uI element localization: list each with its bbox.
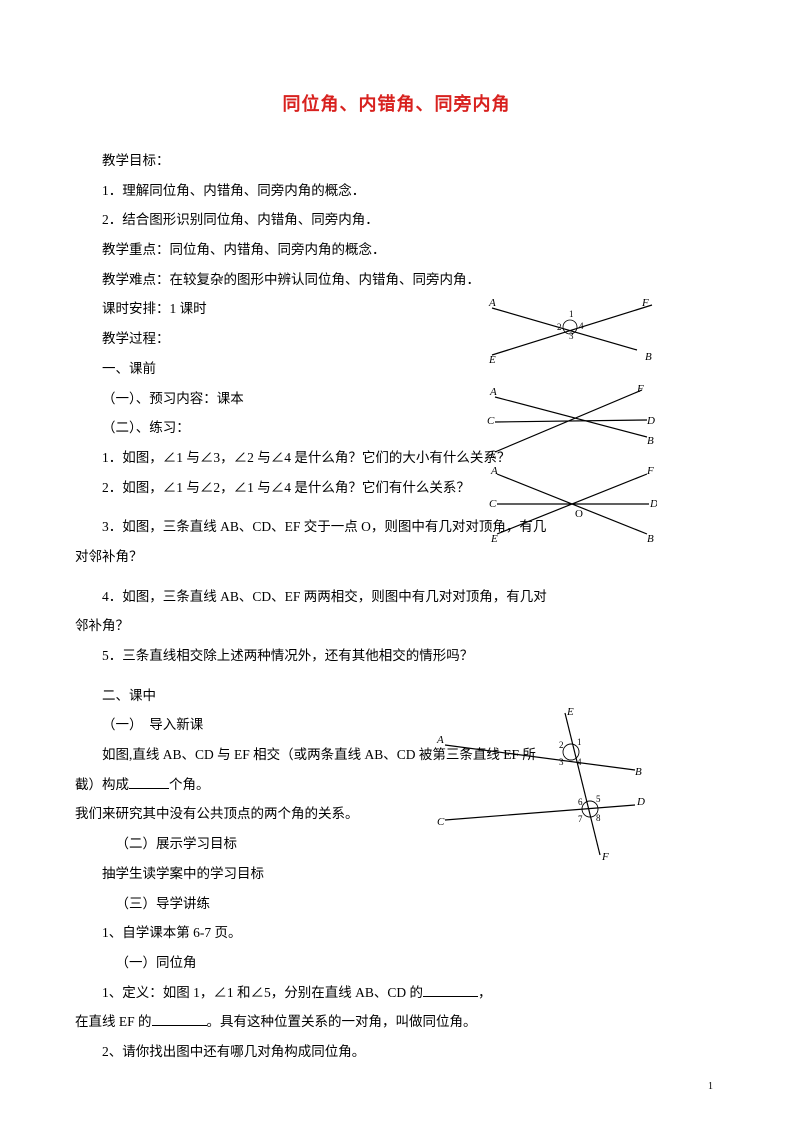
svg-text:D: D	[646, 415, 655, 427]
diagram-three-lines-x: A F C D E B	[487, 382, 657, 460]
diagram-two-lines: A F E B 1 2 3 4	[487, 295, 657, 370]
svg-text:7: 7	[578, 814, 583, 824]
svg-text:C: C	[437, 816, 445, 828]
blank-count-angle	[129, 774, 169, 789]
svg-text:E: E	[488, 354, 496, 366]
sub-2-3: （三）导学讲练	[75, 889, 718, 919]
intro-b: 个角。	[169, 777, 210, 792]
diagram-three-lines-point: A F C D E B O	[487, 462, 657, 547]
spacer	[75, 572, 718, 582]
def1-a: 1、定义：如图 1，∠1 和∠5，分别在直线 AB、CD 的	[102, 985, 423, 1000]
svg-text:1: 1	[569, 309, 574, 319]
svg-text:3: 3	[569, 331, 574, 341]
svg-text:C: C	[487, 415, 495, 427]
svg-text:D: D	[649, 498, 657, 510]
spacer	[75, 671, 718, 681]
svg-text:F: F	[636, 383, 644, 395]
svg-text:2: 2	[557, 322, 562, 332]
svg-text:6: 6	[578, 797, 583, 807]
def1-c: 在直线 EF 的	[75, 1014, 152, 1029]
q5: 5．三条直线相交除上述两种情况外，还有其他相交的情形吗？	[75, 641, 718, 671]
svg-text:A: A	[489, 386, 497, 398]
def1-line-1: 1、定义：如图 1，∠1 和∠5，分别在直线 AB、CD 的 ，	[75, 978, 718, 1008]
page-root: 同位角、内错角、同旁内角 教学目标： 1．理解同位角、内错角、同旁内角的概念． …	[0, 0, 793, 1122]
goal-header: 教学目标：	[75, 146, 718, 176]
svg-text:4: 4	[579, 321, 584, 331]
blank-def1-1	[423, 982, 478, 997]
content-block: 教学目标： 1．理解同位角、内错角、同旁内角的概念． 2．结合图形识别同位角、内…	[75, 146, 718, 1067]
def1-d: 。具有这种位置关系的一对角，叫做同位角。	[207, 1014, 477, 1029]
svg-text:5: 5	[596, 794, 601, 804]
svg-text:B: B	[635, 766, 642, 778]
svg-text:F: F	[601, 851, 609, 863]
difficulty: 教学难点：在较复杂的图形中辨认同位角、内错角、同旁内角．	[75, 265, 718, 295]
page-title: 同位角、内错角、同旁内角	[75, 90, 718, 116]
key-point: 教学重点：同位角、内错角、同旁内角的概念．	[75, 235, 718, 265]
def1-line-2: 在直线 EF 的 。具有这种位置关系的一对角，叫做同位角。	[75, 1007, 718, 1037]
svg-text:E: E	[566, 706, 574, 718]
svg-text:A: A	[488, 297, 496, 309]
svg-text:O: O	[575, 508, 583, 520]
svg-text:4: 4	[577, 757, 582, 767]
goal-2: 2．结合图形识别同位角、内错角、同旁内角．	[75, 205, 718, 235]
svg-text:A: A	[436, 734, 444, 746]
svg-text:D: D	[636, 796, 645, 808]
angle-type-1: （一）同位角	[75, 948, 718, 978]
svg-text:1: 1	[577, 737, 582, 747]
svg-text:B: B	[647, 435, 654, 447]
svg-text:E: E	[490, 533, 498, 545]
self-study: 1、自学课本第 6-7 页。	[75, 918, 718, 948]
svg-text:2: 2	[559, 740, 564, 750]
svg-text:E: E	[489, 449, 497, 460]
blank-def1-2	[152, 1012, 207, 1027]
svg-text:B: B	[645, 351, 652, 363]
goal-1: 1．理解同位角、内错角、同旁内角的概念．	[75, 176, 718, 206]
diagram-transversal: A B C D E F 1 2 3 4 5 6 7 8	[435, 705, 655, 865]
svg-text:A: A	[490, 465, 498, 477]
svg-text:F: F	[641, 297, 649, 309]
page-number: 1	[708, 1081, 713, 1092]
svg-text:C: C	[489, 498, 497, 510]
def1-q: 2、请你找出图中还有哪几对角构成同位角。	[75, 1037, 718, 1067]
svg-text:F: F	[646, 465, 654, 477]
def1-b: ，	[478, 985, 492, 1000]
svg-text:8: 8	[596, 813, 601, 823]
svg-text:3: 3	[559, 757, 564, 767]
q4: 4．如图，三条直线 AB、CD、EF 两两相交，则图中有几对对顶角，有几对邻补角…	[75, 582, 718, 641]
svg-text:B: B	[647, 533, 654, 545]
